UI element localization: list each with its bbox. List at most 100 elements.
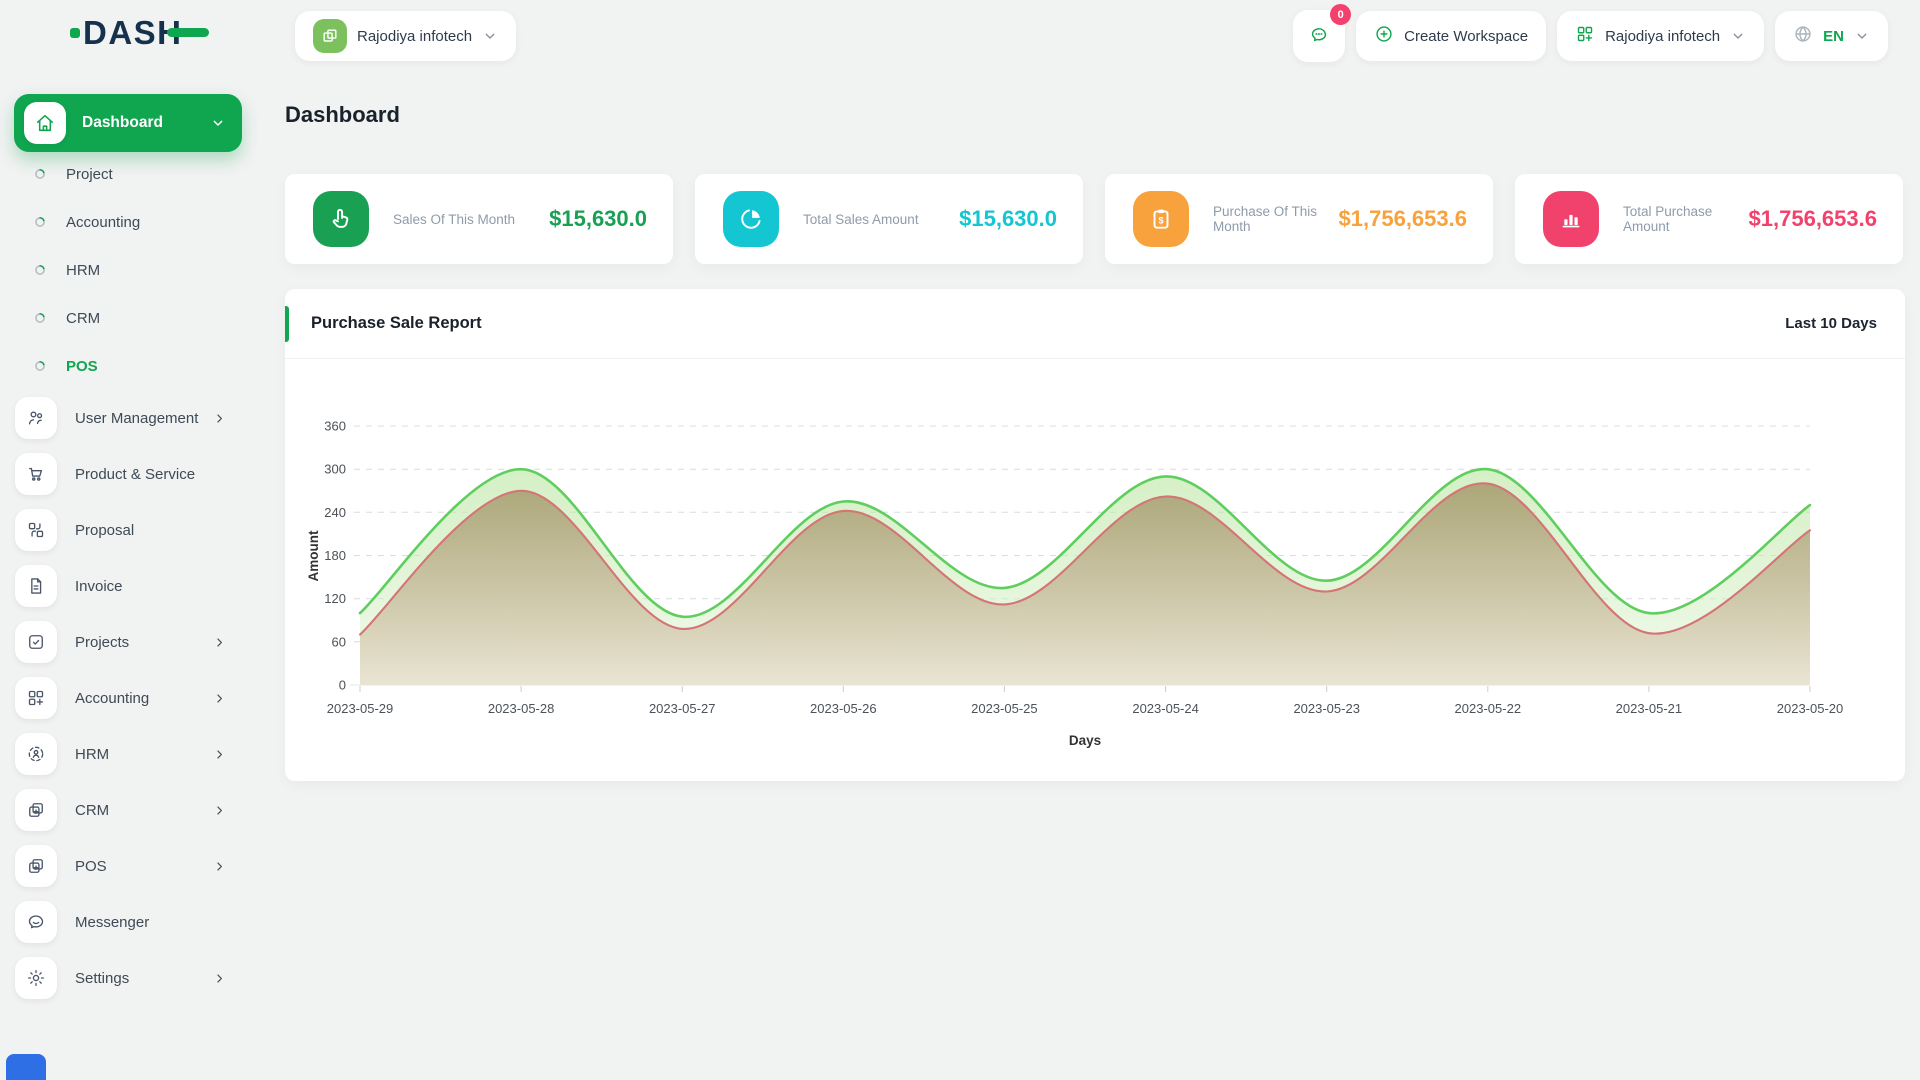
stat-card-label: Total Sales Amount [803,211,919,227]
bullet-icon [33,311,47,325]
svg-text:0: 0 [339,678,346,693]
logo-dot-icon [70,27,80,38]
hrm-icon [15,733,57,775]
proposal-icon [15,509,57,551]
sidebar-item-projects[interactable]: Projects [0,614,256,670]
users-icon [15,397,57,439]
chevron-down-icon [1730,28,1746,44]
invoice-icon [15,565,57,607]
create-workspace-label: Create Workspace [1404,27,1529,45]
clipboard-dollar-icon: $ [1133,191,1189,247]
page-title: Dashboard [285,102,400,127]
topbar-actions: 0 Create Workspace Rajodiya infotech EN [1293,4,1888,62]
svg-text:60: 60 [332,634,346,649]
report-title: Purchase Sale Report [311,314,482,332]
stat-card-label: Purchase Of This Month [1213,204,1318,234]
sidebar-item-messenger[interactable]: Messenger [0,894,256,950]
sidebar-item-label: HRM [75,745,110,763]
sidebar-dashboard-submenu: Project Accounting HRM CRM POS [0,150,256,390]
chevron-down-icon [210,115,226,131]
accent-bar [285,306,289,342]
chevron-right-icon [212,411,227,426]
bar-chart-icon [1543,191,1599,247]
floating-widget[interactable] [6,1054,46,1080]
sidebar-subitem-label: Accounting [66,213,141,231]
language-menu[interactable]: EN [1775,11,1888,61]
stat-card-value: $15,630.0 [959,206,1057,231]
stat-card-label: Sales Of This Month [393,211,516,227]
settings-icon [15,957,57,999]
purchase-sale-report-card: Purchase Sale Report Last 10 Days 0 60 120… [285,289,1905,781]
accounting-icon [15,677,57,719]
svg-text:2023-05-24: 2023-05-24 [1132,701,1199,716]
workspace-logo-icon [313,19,347,53]
sidebar-item-dashboard[interactable]: Dashboard [14,94,242,152]
sidebar-subitem-crm[interactable]: CRM [0,294,256,342]
svg-text:2023-05-28: 2023-05-28 [488,701,554,716]
cart-icon [15,453,57,495]
messages-badge: 0 [1330,4,1352,25]
sidebar-item-label: Accounting [75,689,150,707]
chevron-right-icon [212,691,227,706]
create-workspace-button[interactable]: Create Workspace [1356,11,1547,61]
sidebar-item-label: Proposal [75,521,135,539]
sidebar-item-settings[interactable]: Settings [0,950,256,1006]
chevron-right-icon [212,747,227,762]
stat-card-value: $1,756,653.6 [1338,206,1467,231]
sidebar-item-hrm[interactable]: HRM [0,726,256,782]
svg-text:2023-05-23: 2023-05-23 [1293,701,1360,716]
sidebar-item-product-service[interactable]: Product & Service [0,446,256,502]
purchase-sale-chart: 0 60 120 180 240 300 360 2023-05-29 2023-05-28 20… [306,419,1843,749]
svg-text:Amount: Amount [306,530,321,581]
bullet-icon [33,359,47,373]
svg-text:120: 120 [324,591,346,606]
sidebar-subitem-label: POS [66,357,98,375]
sidebar-subitem-hrm[interactable]: HRM [0,246,256,294]
stat-card-purchase-of-this-month: $ Purchase Of This Month $1,756,653.6 [1105,174,1493,264]
sidebar-item-crm[interactable]: CRM [0,782,256,838]
messenger-icon [15,901,57,943]
sidebar-subitem-label: HRM [66,261,101,279]
company-menu[interactable]: Rajodiya infotech [1557,11,1765,61]
hand-click-icon [313,191,369,247]
messages-button[interactable]: 0 [1293,4,1352,62]
bullet-icon [33,215,47,229]
sidebar-item-label: Projects [75,633,130,651]
globe-icon [1793,24,1813,48]
sidebar-subitem-pos[interactable]: POS [0,342,256,390]
sidebar-item-pos[interactable]: POS [0,838,256,894]
stat-card-label: Total Purchase Amount [1623,204,1713,234]
home-icon [24,102,66,144]
svg-text:240: 240 [324,505,346,520]
sidebar-item-invoice[interactable]: Invoice [0,558,256,614]
stat-card-total-purchase-amount: Total Purchase Amount $1,756,653.6 [1515,174,1903,264]
chevron-right-icon [212,803,227,818]
pos-icon [15,845,57,887]
report-header: Purchase Sale Report Last 10 Days [285,289,1905,359]
chevron-down-icon [1854,28,1870,44]
svg-text:2023-05-21: 2023-05-21 [1616,701,1683,716]
sidebar-subitem-accounting[interactable]: Accounting [0,198,256,246]
sidebar-item-label: CRM [75,801,110,819]
workspace-switcher-label: Rajodiya infotech [357,27,473,45]
stat-card-sales-of-this-month: Sales Of This Month $15,630.0 [285,174,673,264]
sidebar-item-label: Settings [75,969,130,987]
chevron-right-icon [212,971,227,986]
language-label: EN [1823,27,1844,45]
sidebar-item-label: Messenger [75,913,150,931]
main-content: Dashboard Sales Of This Month $15,630.0 To… [256,72,1920,1080]
sidebar-item-user-management[interactable]: User Management [0,390,256,446]
sidebar-subitem-project[interactable]: Project [0,150,256,198]
brand-logo: DASH [70,16,209,49]
sidebar-item-proposal[interactable]: Proposal [0,502,256,558]
projects-icon [15,621,57,663]
svg-text:2023-05-27: 2023-05-27 [649,701,716,716]
report-range-label: Last 10 Days [1785,315,1877,332]
sidebar-item-accounting[interactable]: Accounting [0,670,256,726]
sidebar-item-label: Invoice [75,577,123,595]
workspace-switcher[interactable]: Rajodiya infotech [295,11,517,61]
pie-chart-icon [723,191,779,247]
sidebar-subitem-label: Project [66,165,113,183]
stat-cards-row: Sales Of This Month $15,630.0 Total Sales … [285,174,1903,264]
